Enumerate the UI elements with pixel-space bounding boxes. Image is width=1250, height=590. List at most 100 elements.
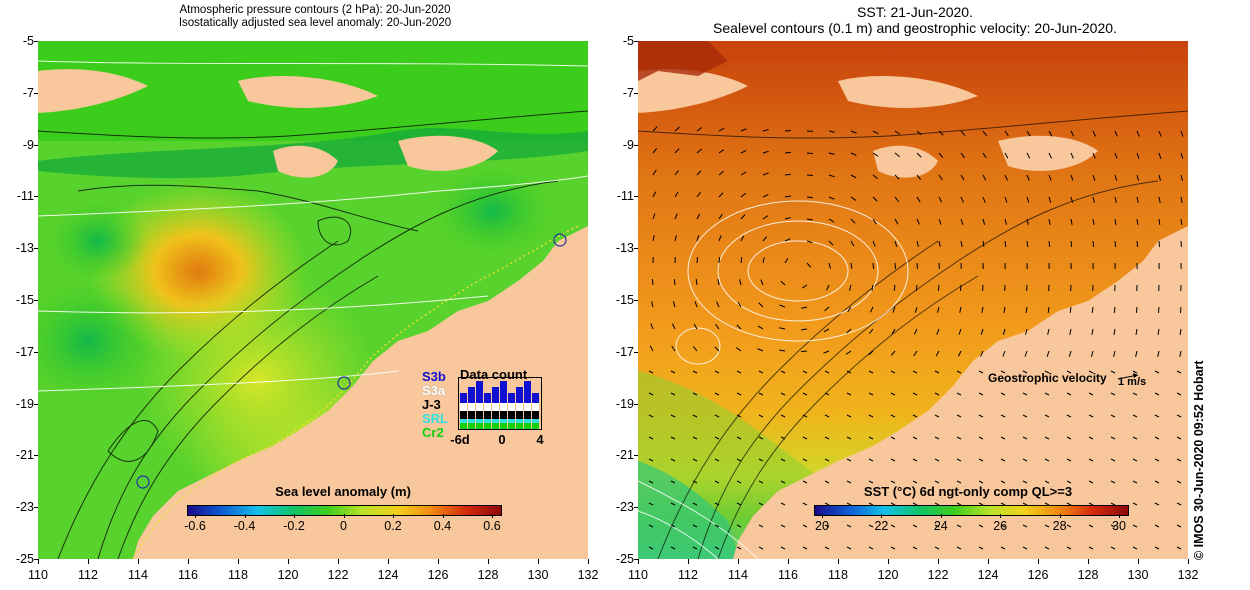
velocity-arrow [1026,152,1031,159]
data-count-bar-segment [524,381,531,403]
sla-colorbar [187,505,502,516]
velocity-arrow [780,524,786,528]
velocity-arrow [740,192,747,198]
velocity-arrow [648,370,654,374]
velocity-arrow [1025,328,1028,335]
velocity-arrow [868,480,874,484]
left-y-tick-label: -25 [15,552,34,566]
velocity-arrow [694,301,698,308]
data-count-bar-segment [468,411,475,419]
velocity-arrow [868,328,874,335]
velocity-arrow [850,130,857,134]
velocity-arrow [1132,502,1138,506]
velocity-arrow [806,196,813,199]
velocity-arrow [1110,524,1116,528]
velocity-arrow [758,392,764,396]
velocity-arrow [758,414,764,418]
velocity-arrow [1026,218,1029,225]
sla-colorbar-tick [343,514,345,518]
velocity-arrow [1154,502,1160,506]
sumba-land [273,145,338,178]
velocity-arrow [938,196,943,203]
velocity-arrow [784,195,791,198]
velocity-arrow [652,126,658,132]
velocity-arrow [736,480,742,484]
velocity-arrow [956,436,962,440]
velocity-arrow [850,262,853,269]
velocity-arrow [1113,306,1116,313]
velocity-arrow [1154,392,1160,396]
velocity-arrow [978,414,984,418]
velocity-arrow [1044,370,1050,374]
velocity-arrow [1179,350,1182,357]
velocity-arrow [1070,196,1074,203]
velocity-arrow [916,196,921,203]
velocity-arrow [674,213,678,220]
velocity-arrow [890,546,896,550]
velocity-arrow [956,458,962,462]
velocity-arrow [960,130,966,136]
velocity-arrow [1136,240,1139,248]
velocity-arrow [934,502,940,506]
data-count-bar-segment [468,403,475,411]
velocity-arrow [892,306,896,313]
left-y-tick-label: -7 [22,85,34,100]
velocity-arrow [757,325,764,330]
velocity-arrow [692,346,698,352]
velocity-arrow [982,218,986,225]
right-x-tick-label: 126 [1027,568,1049,582]
data-count-bar-segment [500,411,507,419]
velocity-arrow [652,191,657,198]
left-y-tick-label: -23 [15,500,34,515]
velocity-arrow [1157,350,1160,357]
velocity-arrow [740,257,743,264]
data-count-bar-segment [484,419,491,423]
velocity-arrow [1000,546,1006,550]
velocity-arrow [802,502,808,506]
velocity-arrow [868,414,874,418]
velocity-arrow [716,301,720,308]
left-y-tick-label: -5 [22,34,34,48]
velocity-arrow [1157,306,1160,314]
velocity-arrow [894,196,900,203]
velocity-arrow [801,328,808,331]
velocity-arrow [806,174,813,177]
velocity-arrow [890,502,896,506]
velocity-arrow [696,148,702,154]
velocity-arrow [1110,414,1116,418]
velocity-arrow [1158,174,1162,181]
data-count-bars [458,377,542,430]
velocity-arrow [784,129,791,132]
velocity-arrow [1180,130,1184,137]
velocity-arrow [1114,240,1117,248]
velocity-arrow [670,414,676,418]
left-y-tick [34,144,38,146]
velocity-arrow [868,524,874,528]
velocity-arrow [1136,218,1139,225]
velocity-arrow [912,502,918,506]
velocity-arrow [670,480,676,484]
data-count-bar-segment [476,403,483,411]
velocity-arrow [714,524,720,528]
velocity-arrow [1070,240,1073,247]
velocity-arrow [868,546,874,550]
velocity-arrow [1092,152,1096,159]
velocity-arrow [1154,524,1160,528]
velocity-arrow [1026,130,1031,137]
velocity-arrow [757,348,764,352]
velocity-arrow [762,150,769,154]
right-y-tick-label: -25 [615,552,634,566]
data-count-bar-segment [516,387,523,403]
velocity-arrow [696,213,701,220]
right-x-tick-label: 122 [927,568,949,582]
data-count-bar-segment [516,411,523,419]
left-x-tick [238,559,239,564]
sst-map [638,41,1188,559]
velocity-arrow [978,392,984,396]
velocity-arrow [648,480,654,484]
velocity-arrow [801,284,808,289]
velocity-arrow [890,392,896,396]
velocity-arrow [824,546,830,550]
velocity-arrow [938,130,944,136]
data-count-bar-segment [484,423,491,429]
